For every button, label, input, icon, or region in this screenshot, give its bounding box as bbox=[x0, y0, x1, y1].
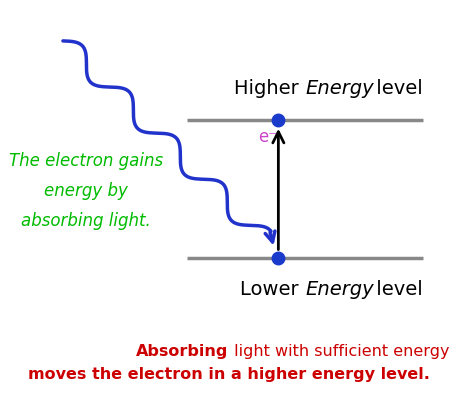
Text: The electron gains: The electron gains bbox=[9, 152, 163, 170]
Text: e⁻: e⁻ bbox=[258, 128, 277, 146]
Text: moves the electron in a higher energy level.: moves the electron in a higher energy le… bbox=[27, 367, 429, 382]
Text: Higher: Higher bbox=[234, 79, 305, 98]
Text: level: level bbox=[370, 280, 422, 299]
Text: Energy: Energy bbox=[305, 79, 374, 98]
Text: Lower: Lower bbox=[240, 280, 305, 299]
Text: energy by: energy by bbox=[44, 182, 128, 200]
Text: Energy: Energy bbox=[305, 280, 374, 299]
Text: absorbing light.: absorbing light. bbox=[21, 212, 151, 230]
Text: level: level bbox=[370, 79, 422, 98]
Text: Absorbing: Absorbing bbox=[136, 343, 228, 359]
Text: light with sufficient energy: light with sufficient energy bbox=[228, 343, 449, 359]
